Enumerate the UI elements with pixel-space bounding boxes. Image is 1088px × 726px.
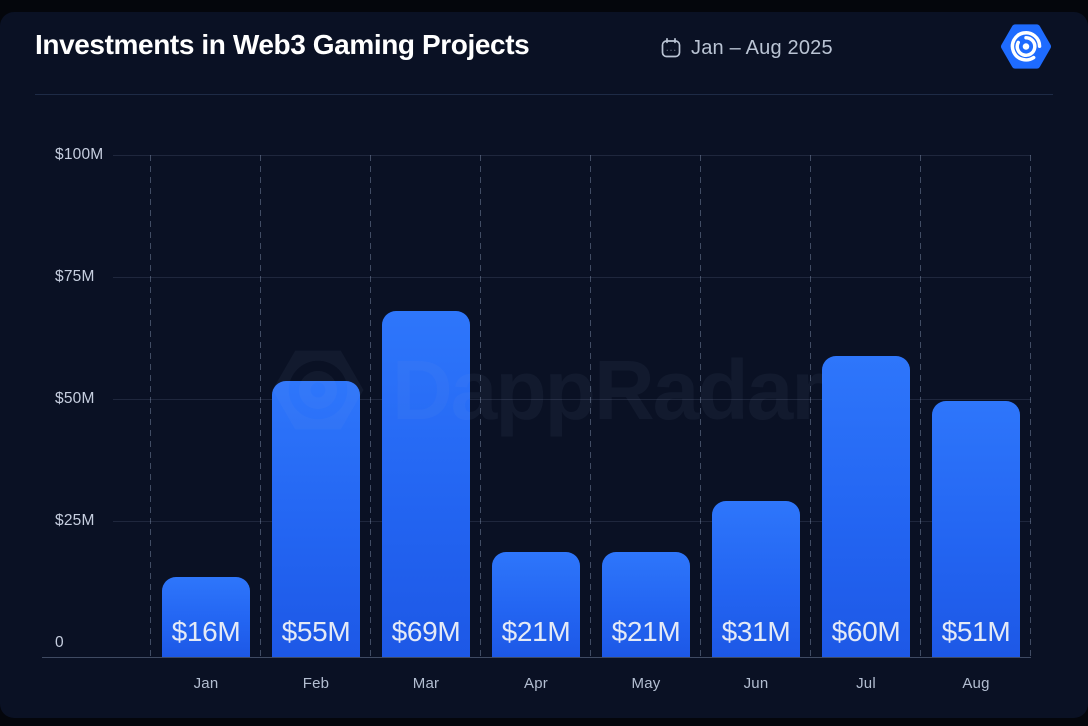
bar-value-label: $31M [721, 616, 791, 647]
y-axis-tick-label: $100M [55, 146, 104, 163]
vertical-gridline [700, 155, 701, 657]
y-axis-tick-label: $25M [55, 512, 95, 529]
bar-feb: $55M [272, 381, 360, 657]
date-range-label: Jan – Aug 2025 [691, 36, 833, 59]
bar-value-label: $55M [281, 616, 351, 647]
x-axis-label-may: May [631, 675, 661, 692]
bar-value-label: $51M [941, 616, 1011, 647]
y-axis-tick-label: $75M [55, 268, 95, 285]
bar-value-label: $69M [391, 616, 461, 647]
bar-value-label: $60M [831, 616, 901, 647]
bar-value-label: $21M [611, 616, 681, 647]
bar-may: $21M [602, 552, 690, 657]
bar-value-label: $21M [501, 616, 571, 647]
vertical-gridline [920, 155, 921, 657]
bar-jan: $16M [162, 577, 250, 657]
vertical-gridline [260, 155, 261, 657]
dappradar-logo-icon [1000, 22, 1052, 71]
calendar-icon [660, 37, 682, 59]
x-axis-label-feb: Feb [302, 675, 330, 692]
vertical-gridline [810, 155, 811, 657]
vertical-gridline [1030, 155, 1031, 657]
vertical-gridline [590, 155, 591, 657]
y-axis-tick-label: $50M [55, 390, 95, 407]
bar-jun: $31M [712, 501, 800, 657]
x-axis-label-mar: Mar [412, 675, 440, 692]
vertical-gridline [480, 155, 481, 657]
bar-apr: $21M [492, 552, 580, 657]
bar-aug: $51M [932, 401, 1020, 657]
x-axis-label-jan: Jan [193, 675, 219, 692]
x-axis-label-jul: Jul [856, 675, 876, 692]
page-title: Investments in Web3 Gaming Projects [35, 29, 530, 60]
vertical-gridline [370, 155, 371, 657]
x-axis-label-jun: Jun [743, 675, 769, 692]
x-axis-label-apr: Apr [524, 675, 548, 692]
bar-jul: $60M [822, 356, 910, 657]
horizontal-gridline [113, 521, 1031, 522]
x-axis-label-aug: Aug [962, 675, 990, 692]
header-divider [35, 94, 1053, 95]
bar-value-label: $16M [171, 616, 241, 647]
date-range: Jan – Aug 2025 [660, 36, 833, 60]
horizontal-gridline [113, 277, 1031, 278]
y-axis-tick-label: 0 [55, 634, 64, 651]
vertical-gridline [150, 155, 151, 657]
horizontal-gridline [113, 155, 1031, 156]
x-axis-line [42, 657, 1031, 658]
bar-mar: $69M [382, 311, 470, 657]
horizontal-gridline [113, 399, 1031, 400]
